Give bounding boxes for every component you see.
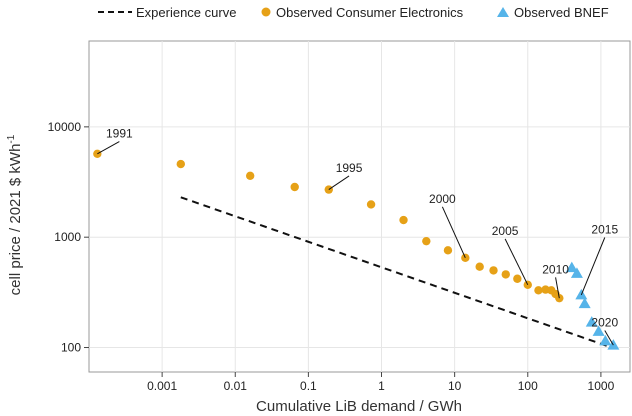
legend: Experience curve Observed Consumer Elect… bbox=[98, 5, 609, 20]
y-tick-label: 10000 bbox=[48, 120, 82, 134]
x-tick-label: 1 bbox=[378, 379, 385, 393]
y-axis-title: cell price / 2021 $ kWh-1 bbox=[6, 134, 24, 295]
consumer-electronics-point bbox=[324, 185, 333, 194]
bnef-point bbox=[570, 267, 583, 278]
gridlines bbox=[89, 41, 630, 372]
y-axis-title-main: cell price / 2021 $ kWh bbox=[7, 144, 24, 296]
legend-experience-curve-label: Experience curve bbox=[136, 5, 236, 20]
series-layer bbox=[93, 149, 620, 350]
consumer-electronics-point bbox=[176, 159, 185, 169]
bnef-point bbox=[578, 297, 591, 309]
annotation-label-2015: 2015 bbox=[591, 223, 618, 237]
consumer-electronics-point bbox=[290, 182, 299, 192]
consumer-electronics-point bbox=[501, 270, 510, 279]
y-tick-label: 100 bbox=[61, 341, 81, 355]
consumer-electronics-point bbox=[399, 215, 408, 225]
bnef-point bbox=[585, 316, 598, 327]
annotation-label-1995: 1995 bbox=[336, 161, 363, 175]
annotation-label-2020: 2020 bbox=[591, 316, 618, 330]
annotation-leader bbox=[441, 206, 466, 259]
x-tick-label: 0.01 bbox=[224, 379, 248, 393]
legend-bnef-label: Observed BNEF bbox=[514, 5, 609, 20]
annotation-leader bbox=[604, 330, 614, 346]
annotation-leader bbox=[97, 141, 120, 155]
plot-area bbox=[88, 40, 631, 373]
x-tick-label: 100 bbox=[518, 379, 538, 393]
annotation-leader bbox=[555, 277, 560, 299]
consumer-electronics-point bbox=[489, 266, 498, 275]
x-tick-label: 0.1 bbox=[300, 379, 317, 393]
bnef-point bbox=[599, 334, 612, 346]
legend-consumer-electronics-label: Observed Consumer Electronics bbox=[276, 5, 464, 20]
legend-bnef-swatch bbox=[497, 7, 509, 17]
legend-consumer-electronics-swatch bbox=[261, 7, 271, 17]
consumer-electronics-point bbox=[534, 286, 543, 295]
x-axis-title: Cumulative LiB demand / GWh bbox=[256, 398, 462, 415]
y-axis-title-superscript: -1 bbox=[6, 134, 17, 143]
y-tick-label: 1000 bbox=[54, 230, 81, 244]
consumer-electronics-point bbox=[422, 236, 431, 246]
bnef-point bbox=[592, 325, 605, 336]
y-axis-ticks: 100 1000 10000 bbox=[48, 120, 89, 355]
annotation-leader bbox=[328, 175, 350, 191]
annotation-label-2010: 2010 bbox=[542, 262, 569, 276]
x-tick-label: 10 bbox=[448, 379, 462, 393]
annotation-label-2005: 2005 bbox=[492, 224, 519, 238]
experience-curve-line bbox=[180, 196, 612, 349]
x-tick-label: 1000 bbox=[588, 379, 615, 393]
annotation-label-2000: 2000 bbox=[429, 192, 456, 206]
x-tick-label: 0.001 bbox=[147, 379, 177, 393]
consumer-electronics-point bbox=[443, 246, 453, 255]
annotation-label-1991: 1991 bbox=[106, 127, 133, 141]
consumer-electronics-point bbox=[245, 171, 255, 181]
annotation-leader bbox=[580, 237, 606, 296]
consumer-electronics-point bbox=[366, 200, 376, 209]
consumer-electronics-point bbox=[513, 274, 522, 283]
annotation-layer: 1991 1995 2000 2005 2010 2015 2020 bbox=[97, 127, 618, 346]
annotation-leader bbox=[504, 238, 529, 286]
x-axis-ticks: 0.001 0.01 0.1 1 10 100 1000 bbox=[147, 372, 615, 393]
consumer-electronics-point bbox=[475, 262, 484, 271]
bnef-point bbox=[565, 261, 578, 273]
